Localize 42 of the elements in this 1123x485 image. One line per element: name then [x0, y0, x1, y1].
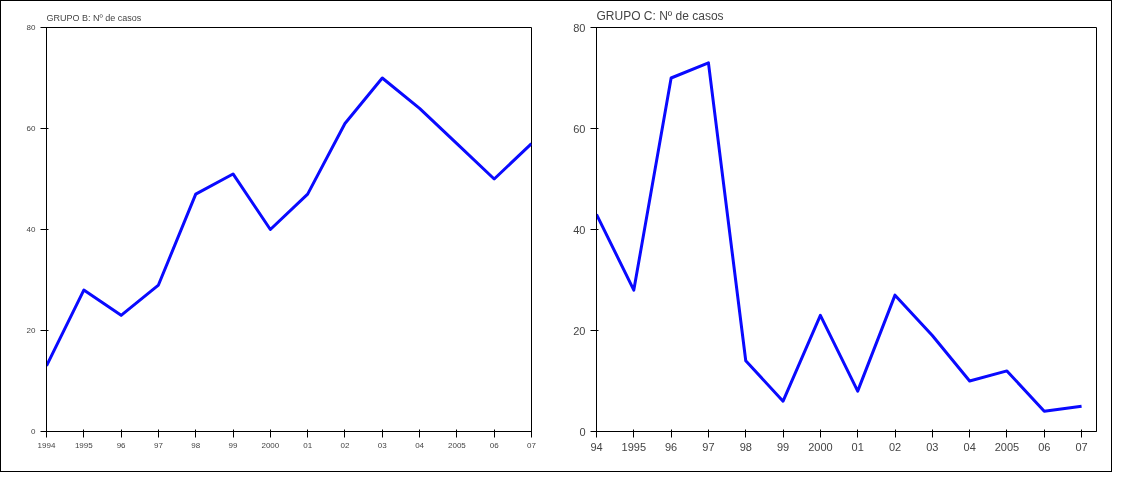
- chart-title: GRUPO B: Nº de casos: [46, 12, 142, 23]
- x-tick-label: 1995: [74, 440, 94, 450]
- x-tick-label: 04: [963, 440, 976, 453]
- y-tick-label: 0: [31, 427, 37, 436]
- x-tick-label: 99: [776, 440, 790, 453]
- x-tick-label: 06: [489, 440, 500, 450]
- x-tick-label: 94: [590, 440, 603, 453]
- x-tick-label: 1994: [37, 440, 56, 450]
- y-tick-label: 60: [573, 122, 586, 135]
- x-tick-label: 2000: [808, 440, 833, 453]
- line-series: [596, 61, 1084, 413]
- y-tick-label: 80: [26, 23, 37, 32]
- x-tick-label: 98: [191, 440, 201, 450]
- x-tick-label: 96: [665, 440, 678, 453]
- x-tick-label: 06: [1038, 440, 1051, 453]
- x-tick-label: 01: [303, 440, 313, 450]
- x-tick-label: 04: [415, 440, 425, 450]
- y-tick-label: 20: [26, 326, 37, 335]
- x-tick-label: 03: [377, 440, 388, 450]
- x-tick-label: 97: [702, 440, 715, 453]
- line-series: [46, 76, 532, 368]
- x-tick-label: 07: [527, 440, 537, 450]
- x-tick-label: 01: [851, 440, 864, 453]
- x-tick-label: 2005: [447, 440, 467, 450]
- y-tick-label: 80: [573, 21, 586, 34]
- chart-title: GRUPO C: Nº de casos: [596, 8, 724, 23]
- x-tick-label: 2000: [261, 440, 280, 450]
- y-tick-label: 40: [573, 223, 586, 236]
- x-tick-label: 99: [228, 440, 239, 450]
- x-tick-label: 03: [926, 440, 939, 453]
- x-tick-label: 02: [888, 440, 902, 453]
- y-tick-label: 0: [579, 425, 586, 438]
- y-tick-label: 60: [26, 124, 37, 133]
- x-tick-label: 98: [739, 440, 752, 453]
- y-tick-label: 20: [573, 324, 586, 337]
- x-tick-label: 96: [116, 440, 127, 450]
- x-tick-label: 2005: [994, 440, 1020, 453]
- x-tick-label: 07: [1075, 440, 1088, 453]
- y-tick-label: 40: [26, 225, 37, 234]
- x-tick-label: 97: [153, 440, 164, 450]
- x-tick-label: 1995: [621, 440, 647, 453]
- x-tick-label: 02: [340, 440, 350, 450]
